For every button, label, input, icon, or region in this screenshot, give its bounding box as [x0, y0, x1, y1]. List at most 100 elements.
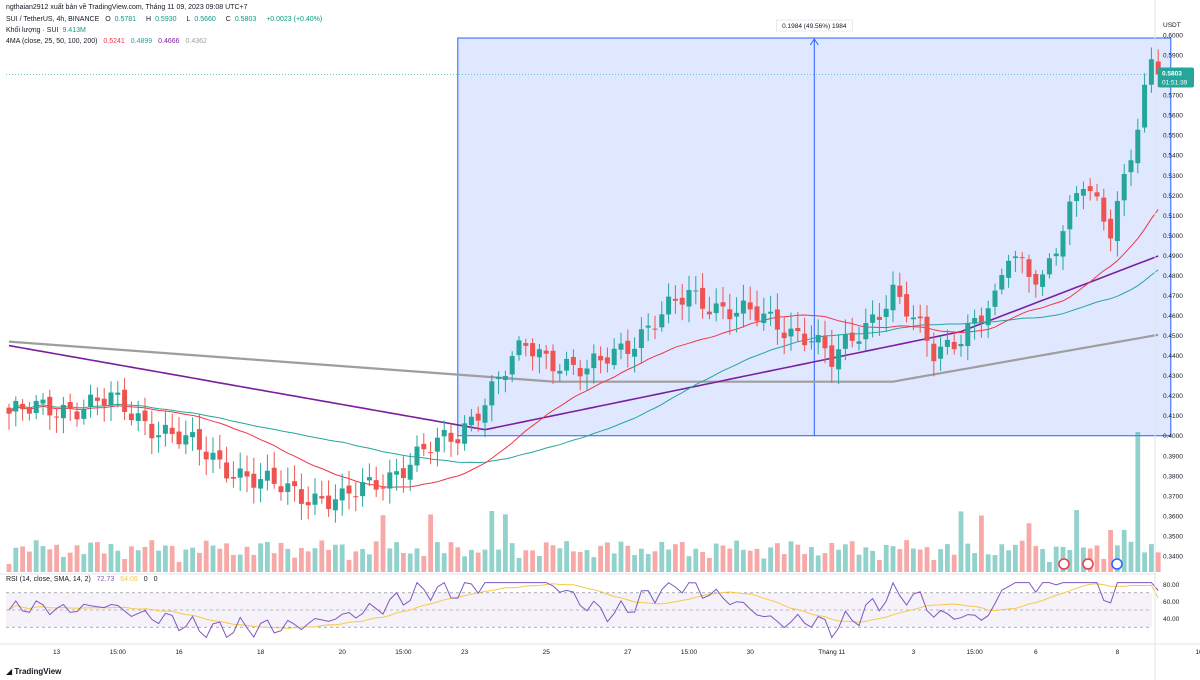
volume-bar	[40, 546, 46, 572]
volume-bar	[1053, 546, 1059, 572]
candle-body	[455, 439, 461, 444]
candle-body	[666, 296, 672, 315]
tv-logo-icon: ◢	[6, 667, 13, 676]
volume-bar	[20, 546, 25, 572]
candle-body	[550, 350, 556, 372]
volume-bar	[632, 555, 637, 572]
event-flag-icon	[1082, 558, 1094, 570]
x-tick-label: 13	[53, 649, 61, 656]
x-tick-label: 25	[543, 649, 551, 656]
volume-bar	[945, 544, 950, 572]
candle-body	[40, 399, 46, 404]
volume-bar	[611, 553, 617, 572]
candle-body	[1033, 273, 1039, 285]
candle-body	[475, 413, 481, 421]
volume-bar	[108, 544, 114, 572]
candle-body	[1128, 160, 1134, 173]
volume-bar	[81, 554, 87, 572]
volume-bar	[693, 548, 699, 572]
last-price-countdown: 01:51:39	[1162, 79, 1188, 86]
candle-body	[645, 325, 651, 328]
candle-body	[1040, 274, 1046, 287]
volume-bar	[877, 559, 882, 572]
candle-body	[6, 407, 12, 414]
candle-body	[938, 346, 944, 359]
last-price-tag	[1158, 67, 1194, 88]
y-tick-label: 0.4200	[1163, 393, 1183, 400]
measure-label: 0.1984 (49.56%) 1984	[782, 23, 847, 30]
volume-bar	[333, 544, 338, 572]
candle-body	[706, 311, 712, 315]
candle-body	[94, 397, 100, 401]
candle-body	[876, 316, 882, 320]
x-tick-label: 15:00	[110, 649, 127, 656]
candle-body	[761, 313, 767, 324]
candle-body	[400, 468, 406, 479]
candle-body	[618, 343, 624, 350]
candle-body	[530, 343, 536, 357]
volume-bar	[244, 546, 250, 572]
rsi-sma-value: 64.06	[120, 576, 138, 583]
volume-bar	[707, 557, 712, 572]
y-tick-label: 0.4800	[1163, 273, 1183, 280]
volume-legend[interactable]: Khối lượng · SUI 9.413M	[6, 27, 86, 34]
volume-bar	[951, 554, 957, 572]
candle-body	[720, 302, 726, 307]
volume-bar	[217, 548, 223, 572]
measure-label-box	[776, 19, 853, 32]
volume-bar	[237, 554, 243, 572]
x-tick-label: 27	[624, 649, 632, 656]
candle-body	[339, 488, 345, 501]
symbol-legend[interactable]: SUI / TetherUS, 4h, BINANCE O 0.5781 H 0.5…	[6, 16, 323, 23]
candle-body	[149, 423, 155, 439]
volume-bar	[74, 545, 80, 572]
candle-body	[278, 486, 284, 493]
candle-body	[1101, 197, 1107, 222]
candle-body	[985, 308, 991, 326]
y-tick-label: 0.5000	[1163, 233, 1183, 240]
candle-body	[156, 435, 162, 438]
candle-body	[1155, 61, 1161, 75]
candle-body	[1108, 218, 1114, 239]
candle-body	[972, 318, 978, 324]
candle-body	[659, 314, 665, 328]
volume-bar	[836, 549, 841, 572]
ma-legend[interactable]: 4MA (close, 25, 50, 100, 200) 0.5241 0.4…	[6, 38, 207, 45]
x-tick-label: 6	[1034, 649, 1038, 656]
volume-bar	[101, 553, 107, 572]
volume-bar	[1094, 545, 1100, 572]
volume-bar	[822, 553, 828, 572]
y-tick-label: 0.3900	[1163, 453, 1183, 460]
candle-body	[122, 389, 128, 413]
volume-bar	[591, 557, 597, 572]
volume-bar	[285, 548, 291, 572]
volume-bar	[911, 548, 916, 572]
candle-body	[1019, 257, 1025, 259]
rsi-legend[interactable]: RSI (14, close, SMA, 14, 2) 72.73 64.06 …	[6, 576, 158, 583]
volume-bar	[1006, 550, 1011, 572]
candle-body	[1094, 192, 1100, 197]
candle-body	[1026, 259, 1032, 277]
rsi-sma-line	[8, 583, 1159, 629]
tradingview-logo[interactable]: ◢ TradingView	[6, 667, 62, 676]
candle-body	[353, 496, 359, 498]
y-tick-label: 0.5600	[1163, 113, 1183, 120]
volume-bar	[163, 545, 168, 572]
y-tick-label: 0.5200	[1163, 193, 1183, 200]
volume-bar	[435, 542, 440, 572]
candle-body	[978, 315, 984, 323]
y-tick-label: 0.4900	[1163, 253, 1183, 260]
rsi-tick-label: 80.00	[1163, 582, 1180, 589]
y-tick-label: 0.4000	[1163, 433, 1183, 440]
candle-body	[319, 496, 325, 499]
y-tick-label: 0.4700	[1163, 293, 1183, 300]
candle-body	[292, 481, 298, 487]
y-tick-label: 0.6000	[1163, 33, 1183, 40]
candle-body	[1142, 84, 1148, 128]
candle-body	[740, 300, 746, 314]
candle-body	[230, 476, 236, 479]
candle-body	[700, 287, 706, 309]
candle-body	[577, 367, 583, 377]
candle-body	[414, 446, 420, 466]
